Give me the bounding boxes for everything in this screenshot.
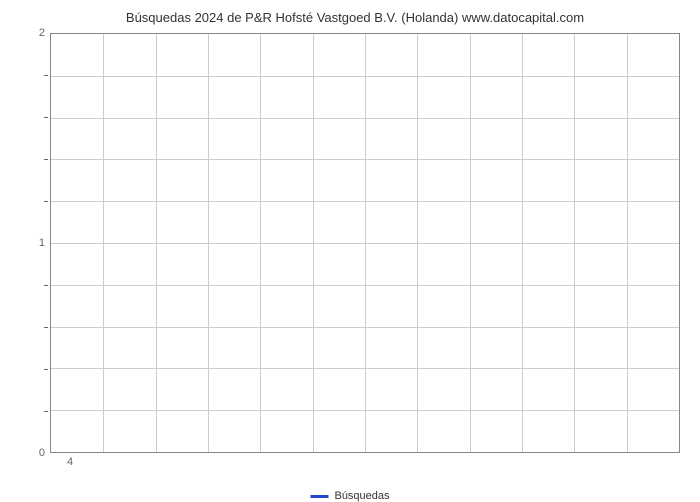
grid-vline bbox=[260, 34, 261, 452]
ytick-minor bbox=[44, 327, 48, 328]
chart-grid bbox=[50, 33, 680, 453]
ytick-minor bbox=[44, 201, 48, 202]
ytick-minor bbox=[44, 75, 48, 76]
chart-title: Búsquedas 2024 de P&R Hofsté Vastgoed B.… bbox=[30, 10, 680, 28]
grid-vline bbox=[103, 34, 104, 452]
plot-area: 2 1 0 4 bbox=[50, 33, 680, 453]
ytick-label-1: 1 bbox=[30, 237, 45, 249]
chart-legend: Búsquedas bbox=[310, 490, 389, 502]
grid-vline bbox=[522, 34, 523, 452]
ytick-minor bbox=[44, 159, 48, 160]
grid-vline bbox=[470, 34, 471, 452]
grid-vline bbox=[208, 34, 209, 452]
legend-label: Búsquedas bbox=[334, 490, 389, 502]
grid-vline bbox=[627, 34, 628, 452]
xtick-label-4: 4 bbox=[67, 456, 73, 468]
ytick-minor bbox=[44, 411, 48, 412]
grid-vline bbox=[574, 34, 575, 452]
legend-swatch bbox=[310, 495, 328, 498]
chart-container: Búsquedas 2024 de P&R Hofsté Vastgoed B.… bbox=[30, 10, 680, 470]
grid-vline bbox=[365, 34, 366, 452]
ytick-label-2: 2 bbox=[30, 27, 45, 39]
ytick-label-0: 0 bbox=[30, 447, 45, 459]
ytick-minor bbox=[44, 285, 48, 286]
grid-vline bbox=[156, 34, 157, 452]
grid-vline bbox=[417, 34, 418, 452]
grid-vline bbox=[313, 34, 314, 452]
ytick-minor bbox=[44, 369, 48, 370]
ytick-minor bbox=[44, 117, 48, 118]
